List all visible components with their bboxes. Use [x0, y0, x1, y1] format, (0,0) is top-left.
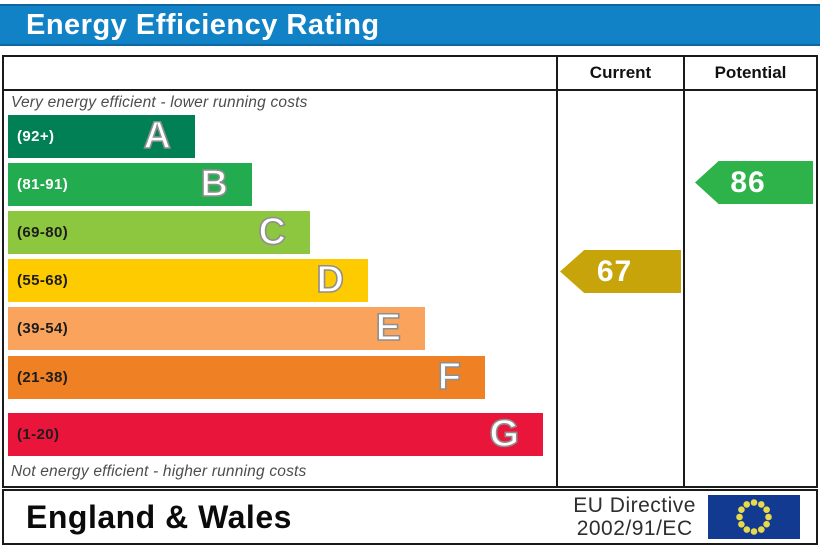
- chart-header-cell: [4, 57, 556, 91]
- band-chart-area: Very energy efficient - lower running co…: [4, 91, 556, 486]
- current-column-header: Current: [556, 57, 683, 91]
- eu-directive-line2: 2002/91/EC: [576, 517, 693, 540]
- band-A-letter: A: [143, 114, 172, 158]
- band-E-letter: E: [375, 306, 402, 350]
- band-G-letter: G: [489, 412, 520, 456]
- eu-directive-line1: EU Directive: [573, 493, 696, 517]
- band-C-letter: C: [258, 210, 287, 254]
- potential-rating-value: 86: [730, 165, 766, 199]
- band-F-letter: F: [437, 355, 462, 399]
- band-E: (39-54) E: [8, 306, 425, 350]
- band-C: (69-80) C: [8, 210, 310, 254]
- potential-column-header: Potential: [683, 57, 816, 91]
- page-title: Energy Efficiency Rating: [26, 8, 380, 41]
- caption-not-efficient: Not energy efficient - higher running co…: [11, 463, 307, 480]
- band-E-range: (39-54): [17, 320, 69, 337]
- current-rating-cell: 67: [556, 91, 683, 486]
- band-D: (55-68) D: [8, 258, 368, 302]
- eu-flag-icon: [708, 495, 800, 539]
- potential-rating-arrow: 86: [695, 161, 813, 204]
- band-F: (21-38) F: [8, 355, 485, 399]
- band-C-range: (69-80): [17, 224, 69, 241]
- current-rating-value: 67: [596, 254, 633, 288]
- band-G-range: (1-20): [17, 426, 60, 443]
- rating-table: Current Potential Very energy efficient …: [2, 55, 818, 488]
- band-F-range: (21-38): [17, 369, 69, 386]
- caption-very-efficient: Very energy efficient - lower running co…: [11, 94, 308, 111]
- region-label: England & Wales: [26, 498, 292, 535]
- eu-flag: [708, 495, 800, 539]
- potential-rating-cell: 86: [683, 91, 816, 486]
- band-A-range: (92+): [17, 128, 55, 145]
- current-rating-arrow: 67: [560, 250, 681, 293]
- band-D-letter: D: [316, 258, 345, 302]
- band-B-letter: B: [200, 162, 229, 206]
- band-A: (92+) A: [8, 114, 195, 158]
- footer-bar: England & Wales EU Directive 2002/91/EC: [2, 489, 818, 545]
- band-G: (1-20) G: [8, 412, 543, 456]
- band-B: (81-91) B: [8, 162, 252, 206]
- eu-directive-label: EU Directive 2002/91/EC: [573, 494, 696, 540]
- band-B-range: (81-91): [17, 176, 69, 193]
- title-bar: Energy Efficiency Rating: [0, 4, 820, 46]
- band-D-range: (55-68): [17, 272, 69, 289]
